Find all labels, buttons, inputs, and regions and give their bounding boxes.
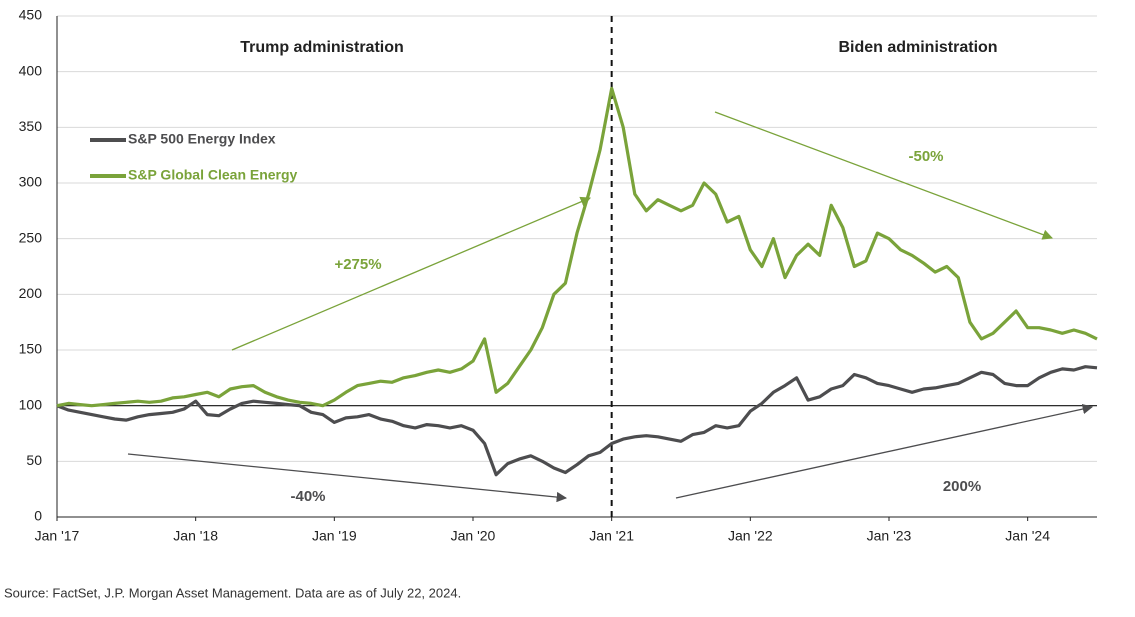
- annotation: Biden administration: [838, 39, 997, 56]
- y-tick-label: 350: [19, 118, 43, 134]
- y-tick-label: 250: [19, 229, 43, 245]
- series-line: [56, 86, 1098, 408]
- legend-label: S&P 500 Energy Index: [128, 131, 276, 147]
- y-tick-label: 300: [19, 174, 43, 190]
- x-tick-label: Jan '19: [312, 528, 357, 544]
- x-tick-label: Jan '21: [589, 528, 634, 544]
- y-tick-label: 400: [19, 62, 43, 78]
- y-tick-label: 0: [34, 508, 42, 524]
- annotation: Trump administration: [240, 39, 404, 56]
- y-tick-label: 200: [19, 285, 43, 301]
- trend-arrow: [127, 453, 568, 503]
- x-tick-label: Jan '18: [173, 528, 218, 544]
- trend-arrow: [231, 196, 591, 351]
- annotation: -40%: [290, 488, 325, 505]
- legend-label: S&P Global Clean Energy: [128, 167, 298, 183]
- annotation: +275%: [334, 256, 381, 273]
- trend-arrow: [675, 403, 1094, 499]
- y-tick-label: 50: [26, 452, 42, 468]
- annotation: 200%: [943, 478, 981, 495]
- x-tick-label: Jan '20: [451, 528, 496, 544]
- series-line: [56, 365, 1098, 477]
- annotation: -50%: [908, 148, 943, 165]
- y-tick-label: 100: [19, 396, 43, 412]
- y-tick-label: 150: [19, 341, 43, 357]
- y-tick-label: 450: [19, 7, 43, 23]
- source-note: Source: FactSet, J.P. Morgan Asset Manag…: [4, 585, 461, 600]
- x-tick-label: Jan '24: [1005, 528, 1050, 544]
- trend-arrow: [714, 111, 1053, 240]
- x-tick-label: Jan '17: [35, 528, 80, 544]
- plot-area: 0 50 100 150 200 250 300 350 400 450 Jan '17 Jan '1…: [19, 7, 1098, 544]
- x-tick-label: Jan '22: [728, 528, 773, 544]
- x-tick-label: Jan '23: [867, 528, 912, 544]
